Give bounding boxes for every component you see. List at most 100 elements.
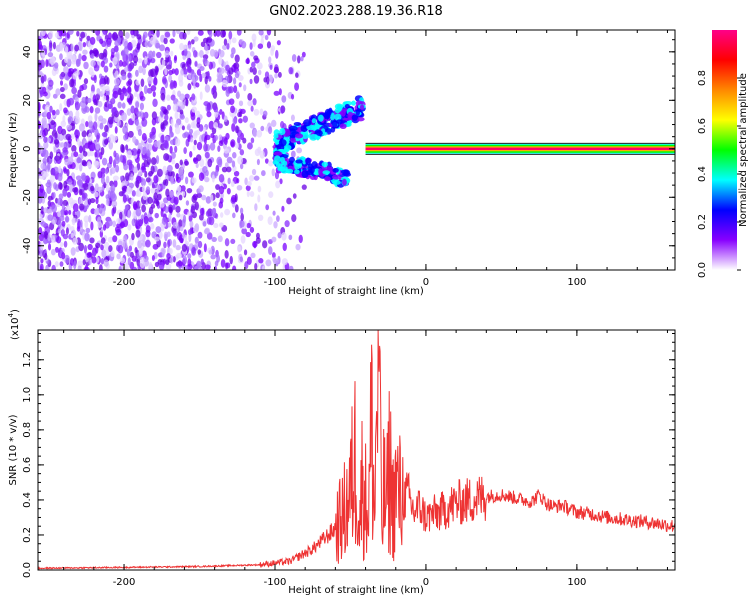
heatmap-cell [103,65,109,73]
heatmap-cell [216,77,223,83]
heatmap-cell [90,84,95,94]
heatmap-cell [275,49,279,59]
heatmap-cell [184,160,189,166]
heatmap-cell [42,147,46,157]
heatmap-cell [78,242,85,252]
heatmap-cell [191,76,196,84]
heatmap-cell [77,265,82,270]
heatmap-cell [40,75,45,84]
heatmap-cell [132,136,137,144]
heatmap-cell [52,126,56,132]
heatmap-cell [141,162,146,171]
heatmap-cell [164,206,169,213]
heatmap-cell [243,84,247,92]
heatmap-cell [213,223,219,229]
heatmap-cell [217,123,223,129]
heatmap-cell [122,38,129,47]
heatmap-cell [206,104,211,114]
heatmap-cell [163,153,170,161]
heatmap-cell [182,31,187,40]
heatmap-cell [249,78,253,85]
spectrogram-heatmap [38,30,675,270]
heatmap-cell [39,184,44,194]
heatmap-cell [172,221,179,229]
heatmap-cell [171,151,176,159]
heatmap-cell [238,100,244,107]
heatmap-cell [233,85,238,94]
heatmap-cell [266,41,272,49]
heatmap-cell [99,122,104,130]
heatmap-branch-cell [332,120,338,128]
heatmap-cell [40,258,44,264]
heatmap-branch-cell [311,118,317,124]
heatmap-cell [281,205,285,212]
heatmap-cell [63,240,68,248]
heatmap-cell [251,61,256,68]
heatmap-cell [154,261,160,268]
heatmap-cell [130,30,135,36]
heatmap-cell [223,148,230,154]
heatmap-cell [128,64,133,71]
heatmap-cell [88,257,92,265]
heatmap-cell [231,160,236,168]
heatmap-cell [49,43,53,52]
heatmap-cell [139,102,145,111]
heatmap-cell [52,41,56,50]
heatmap-cell [168,69,174,76]
heatmap-cell [208,30,213,38]
heatmap-cell [208,216,215,226]
heatmap-cell [160,105,165,112]
heatmap-cell [234,72,240,79]
snr-xtick-label: -200 [113,577,136,588]
heatmap-cell [147,137,153,144]
heatmap-cell [84,142,91,149]
heatmap-cell [61,204,66,210]
heatmap-cell [158,44,165,52]
heatmap-cell [179,226,184,232]
heatmap-cell [110,167,116,175]
heatmap-cell [52,191,56,199]
heatmap-cell [71,145,77,153]
heatmap-cell [178,194,183,201]
heatmap-cell [181,190,186,197]
heatmap-cell [127,72,132,78]
heatmap-cell [93,64,100,72]
heatmap-cell [47,214,54,221]
heatmap-cell [261,170,266,177]
heatmap-cell [62,188,68,197]
heatmap-cell [251,33,257,42]
heatmap-cell [93,208,100,216]
heatmap-cell [83,182,89,191]
heatmap-cell [290,114,295,122]
heatmap-cell [120,49,126,58]
heatmap-cell [77,89,82,98]
heatmap-cell [79,84,84,92]
heatmap-cell [239,220,245,228]
heatmap-cell [174,111,179,120]
heatmap-cell [203,143,208,152]
heatmap-cell [51,204,57,213]
heatmap-cell [143,215,149,225]
heatmap-cell [162,179,167,186]
heatmap-cell [145,239,151,248]
heatmap-cell [184,234,188,243]
heatmap-cell [301,51,306,58]
heatmap-cell [118,266,122,270]
spectrogram-ytick-label: 0 [22,146,33,152]
heatmap-cell [138,65,144,74]
heatmap-cell [84,232,90,242]
heatmap-cell [261,265,266,270]
heatmap-cell [125,144,129,151]
heatmap-cell [252,38,256,48]
heatmap-cell [165,188,170,198]
heatmap-cell [50,120,56,126]
heatmap-cell [41,30,46,37]
heatmap-cell [269,64,273,70]
heatmap-cell [249,51,255,57]
heatmap-cell [224,238,230,247]
heatmap-cell [123,163,129,171]
heatmap-cell [127,42,133,51]
heatmap-cell [147,196,153,205]
heatmap-cell [102,224,107,231]
heatmap-cell [128,163,135,172]
